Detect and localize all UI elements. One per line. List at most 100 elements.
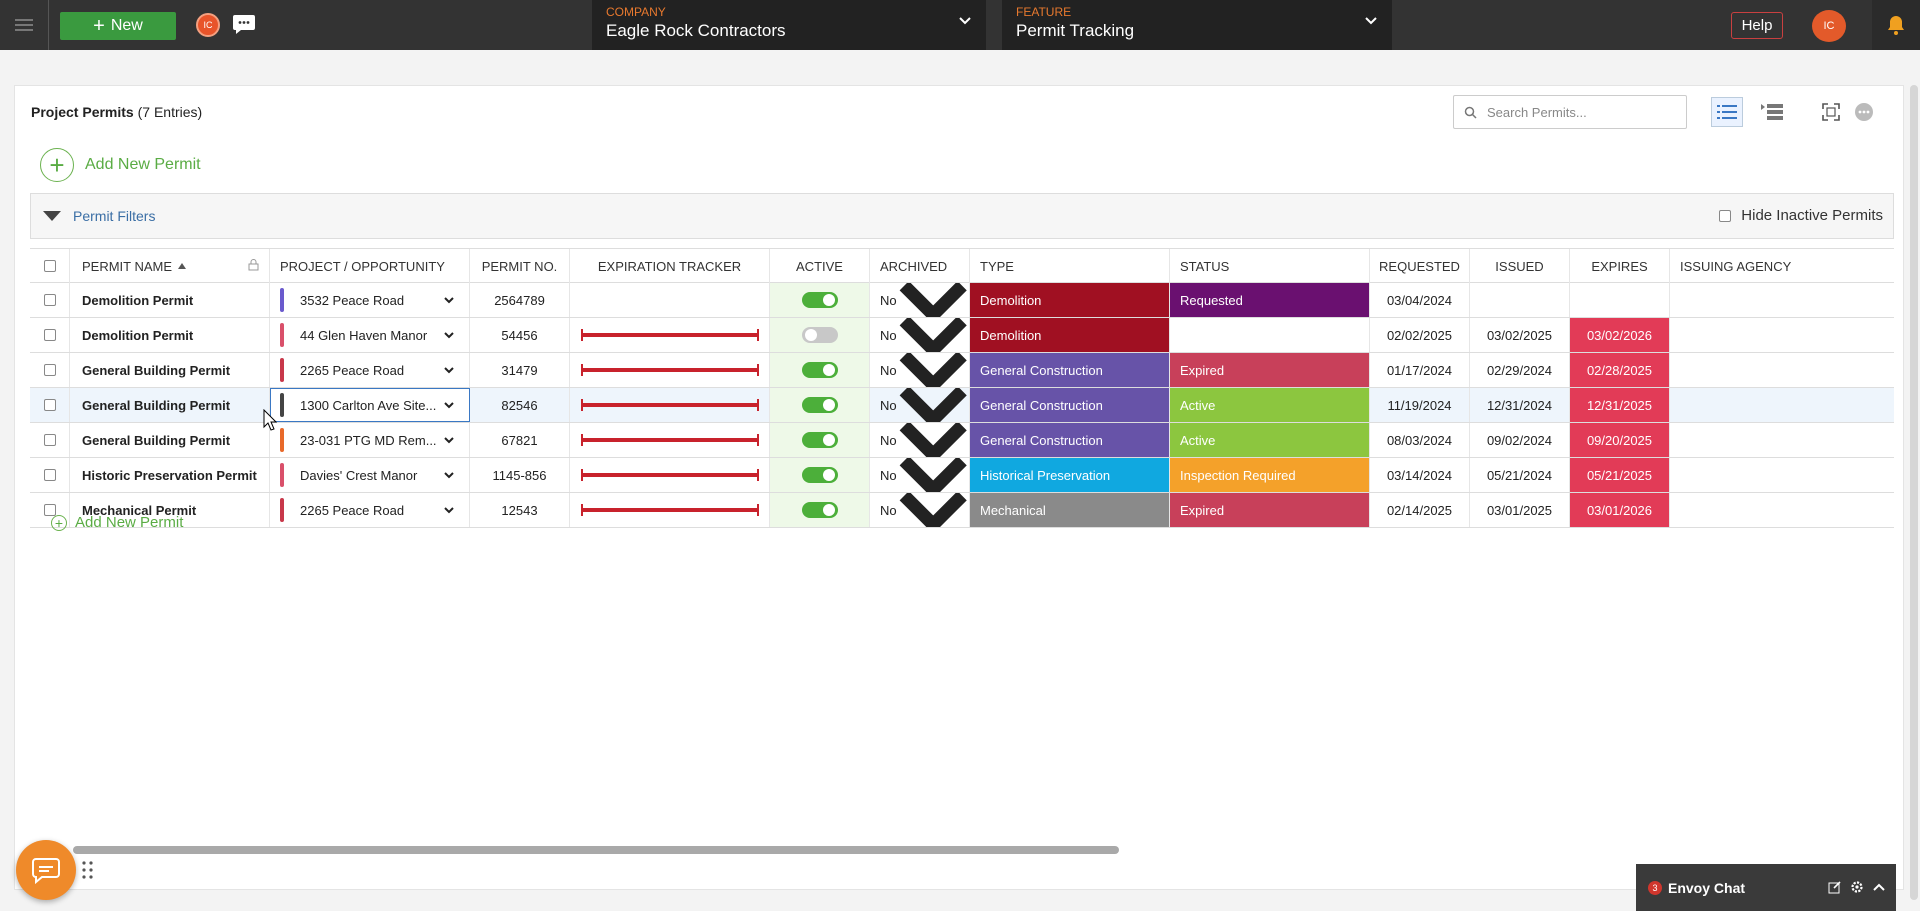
help-button[interactable]: Help [1731,12,1783,39]
issuing-agency-cell[interactable] [1670,493,1894,527]
active-toggle[interactable] [801,292,838,308]
chevron-down-icon[interactable] [897,353,969,387]
issuing-agency-cell[interactable] [1670,458,1894,492]
active-toggle[interactable] [801,362,838,378]
hamburger-menu-icon[interactable] [0,0,49,50]
chevron-down-icon[interactable] [443,364,455,376]
archived-cell[interactable]: No [870,353,970,387]
chevron-down-icon[interactable] [443,399,455,411]
project-cell[interactable]: 3532 Peace Road [270,283,470,317]
archived-cell[interactable]: No [870,423,970,457]
project-cell[interactable]: 44 Glen Haven Manor [270,318,470,352]
requested-date-cell[interactable]: 11/19/2024 [1370,388,1470,422]
table-row[interactable]: Historic Preservation Permit Davies' Cres… [30,458,1894,493]
hide-inactive-toggle[interactable]: Hide Inactive Permits [1719,207,1883,224]
permit-name-cell[interactable]: General Building Permit [70,388,270,422]
type-cell[interactable]: Demolition [970,283,1170,317]
requested-date-cell[interactable]: 08/03/2024 [1370,423,1470,457]
issued-date-cell[interactable] [1470,283,1570,317]
status-cell[interactable]: Expired [1170,493,1370,527]
requested-date-cell[interactable]: 01/17/2024 [1370,353,1470,387]
chat-bubble-icon[interactable] [232,13,256,35]
new-button[interactable]: + New [60,12,176,40]
archived-cell[interactable]: No [870,493,970,527]
issued-date-cell[interactable]: 05/21/2024 [1470,458,1570,492]
header-permit-name[interactable]: PERMIT NAME [70,249,270,283]
chevron-down-icon[interactable] [897,423,969,457]
chevron-down-icon[interactable] [443,504,455,516]
header-expiration-tracker[interactable]: EXPIRATION TRACKER [570,249,770,283]
permit-number-cell[interactable]: 82546 [470,388,570,422]
table-row[interactable]: General Building Permit 1300 Carlton Ave … [30,388,1894,423]
feature-dropdown[interactable]: FEATURE Permit Tracking [1002,0,1392,50]
chevron-down-icon[interactable] [897,318,969,352]
header-archived[interactable]: ARCHIVED [870,249,970,283]
chevron-down-icon[interactable] [443,469,455,481]
add-new-permit-top[interactable]: + Add New Permit [40,148,201,182]
list-view-button[interactable] [1711,97,1743,127]
gear-icon[interactable] [1850,880,1864,894]
header-requested[interactable]: REQUESTED [1370,249,1470,283]
expires-date-cell[interactable]: 05/21/2025 [1570,458,1670,492]
row-checkbox[interactable] [43,434,56,446]
project-cell[interactable]: 2265 Peace Road [270,353,470,387]
header-issuing-agency[interactable]: ISSUING AGENCY [1680,258,1792,274]
chevron-down-icon[interactable] [897,283,969,317]
split-view-button[interactable] [1756,97,1788,127]
status-cell[interactable] [1170,318,1370,352]
company-dropdown[interactable]: COMPANY Eagle Rock Contractors [592,0,986,50]
permit-name-cell[interactable]: General Building Permit [70,353,270,387]
requested-date-cell[interactable]: 02/02/2025 [1370,318,1470,352]
drag-handle-icon[interactable] [81,860,95,880]
issued-date-cell[interactable]: 03/01/2025 [1470,493,1570,527]
table-row[interactable]: General Building Permit 2265 Peace Road 31… [30,353,1894,388]
permit-name-cell[interactable]: General Building Permit [70,423,270,457]
header-permit-no[interactable]: PERMIT NO. [470,249,570,283]
permit-name-cell[interactable]: Mechanical Permit [70,493,270,527]
archived-cell[interactable]: No [870,458,970,492]
project-cell[interactable]: 1300 Carlton Ave Site... [270,388,470,422]
table-row[interactable]: General Building Permit 23-031 PTG MD Rem… [30,423,1894,458]
issuing-agency-cell[interactable] [1670,318,1894,352]
permit-number-cell[interactable]: 2564789 [470,283,570,317]
project-cell[interactable]: 23-031 PTG MD Rem... [270,423,470,457]
type-cell[interactable]: Demolition [970,318,1170,352]
status-cell[interactable]: Inspection Required [1170,458,1370,492]
horizontal-scrollbar[interactable] [73,846,1119,854]
issued-date-cell[interactable]: 12/31/2024 [1470,388,1570,422]
chevron-up-icon[interactable] [1872,880,1886,894]
chevron-down-icon[interactable] [897,493,969,527]
expires-date-cell[interactable]: 12/31/2025 [1570,388,1670,422]
requested-date-cell[interactable]: 03/14/2024 [1370,458,1470,492]
expires-date-cell[interactable] [1570,283,1670,317]
user-avatar[interactable]: IC [1812,10,1846,42]
chevron-down-icon[interactable] [443,329,455,341]
issued-date-cell[interactable]: 02/29/2024 [1470,353,1570,387]
issuing-agency-cell[interactable] [1670,353,1894,387]
archived-cell[interactable]: No [870,283,970,317]
requested-date-cell[interactable]: 02/14/2025 [1370,493,1470,527]
more-options-button[interactable] [1848,97,1880,127]
vertical-scrollbar[interactable] [1910,85,1918,900]
active-toggle[interactable] [801,467,838,483]
lock-icon[interactable] [248,259,259,271]
type-cell[interactable]: Historical Preservation [970,458,1170,492]
collapse-triangle-icon[interactable] [43,211,61,221]
header-type[interactable]: TYPE [970,249,1170,283]
type-cell[interactable]: Mechanical [970,493,1170,527]
permit-number-cell[interactable]: 54456 [470,318,570,352]
notifications-button[interactable] [1872,0,1920,50]
permit-number-cell[interactable]: 12543 [470,493,570,527]
status-cell[interactable]: Active [1170,388,1370,422]
permit-name-cell[interactable]: Historic Preservation Permit [70,458,270,492]
header-issued[interactable]: ISSUED [1470,249,1570,283]
chevron-down-icon[interactable] [443,294,455,306]
active-toggle[interactable] [801,397,838,413]
active-toggle[interactable] [801,502,838,518]
permit-filters-label[interactable]: Permit Filters [73,208,156,224]
compose-icon[interactable] [1828,880,1842,894]
chevron-down-icon[interactable] [897,458,969,492]
chevron-down-icon[interactable] [897,388,969,422]
expires-date-cell[interactable]: 09/20/2025 [1570,423,1670,457]
type-cell[interactable]: General Construction [970,423,1170,457]
